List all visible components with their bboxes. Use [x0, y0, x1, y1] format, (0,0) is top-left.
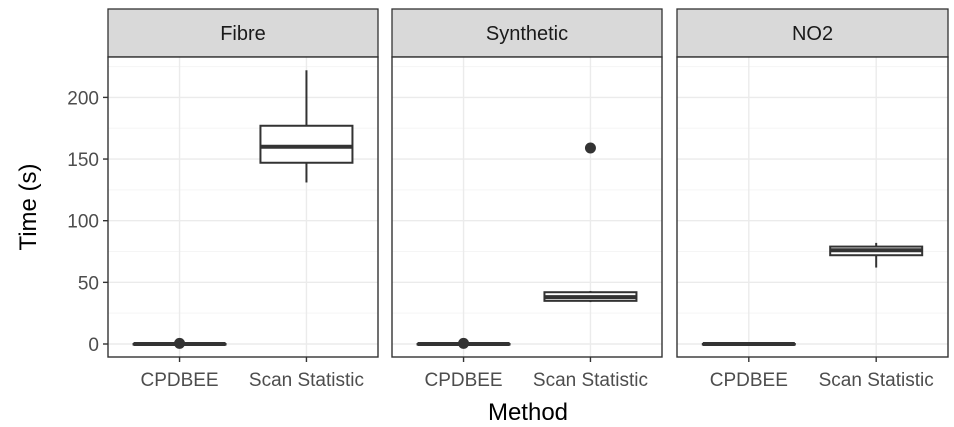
facet-panel-1: Synthetic CPDBEE Scan Statistic	[391, 8, 663, 391]
y-tick-label: 0	[88, 335, 99, 356]
panel-border	[676, 56, 949, 358]
plot-background	[392, 57, 662, 357]
boxplot-cpdbee	[416, 337, 511, 349]
facet-panel-0: Fibre CPDBEE Scan Statistic	[107, 8, 379, 391]
facet-strip-label: NO2	[792, 23, 833, 45]
plot-background	[108, 57, 378, 357]
panel-border	[107, 56, 379, 358]
boxplot-cpdbee	[132, 337, 227, 349]
boxplot-scan-statistic	[259, 70, 354, 183]
facet-panel-2: NO2 CPDBEE Scan Statistic	[676, 8, 949, 391]
panel-border	[391, 56, 663, 358]
y-tick-label: 100	[67, 212, 99, 233]
x-tick-label: CPDBEE	[710, 370, 788, 391]
boxplot-scan-statistic	[829, 242, 924, 268]
x-tick-label: CPDBEE	[140, 370, 218, 391]
y-axis-title: Time (s)	[15, 163, 42, 250]
facet-strip-label: Synthetic	[486, 23, 568, 45]
facet-strip	[676, 8, 949, 58]
x-tick-label: Scan Statistic	[249, 370, 364, 391]
box	[259, 124, 354, 164]
facet-strip-label: Fibre	[220, 23, 266, 45]
facet-strip	[107, 8, 379, 58]
facet-strip	[391, 8, 663, 58]
x-tick-label: Scan Statistic	[819, 370, 934, 391]
plot-background	[677, 57, 948, 357]
x-tick-label: Scan Statistic	[533, 370, 648, 391]
y-tick-label: 150	[67, 150, 99, 171]
x-tick-label: CPDBEE	[424, 370, 502, 391]
outlier-point	[584, 142, 596, 154]
y-tick-label: 50	[78, 273, 99, 294]
boxplot-scan-statistic	[543, 142, 638, 303]
boxplot-cpdbee	[701, 342, 796, 346]
x-axis-title: Method	[488, 399, 568, 426]
outlier-point	[174, 337, 186, 349]
y-tick-label: 200	[67, 88, 99, 109]
outlier-point	[458, 337, 470, 349]
